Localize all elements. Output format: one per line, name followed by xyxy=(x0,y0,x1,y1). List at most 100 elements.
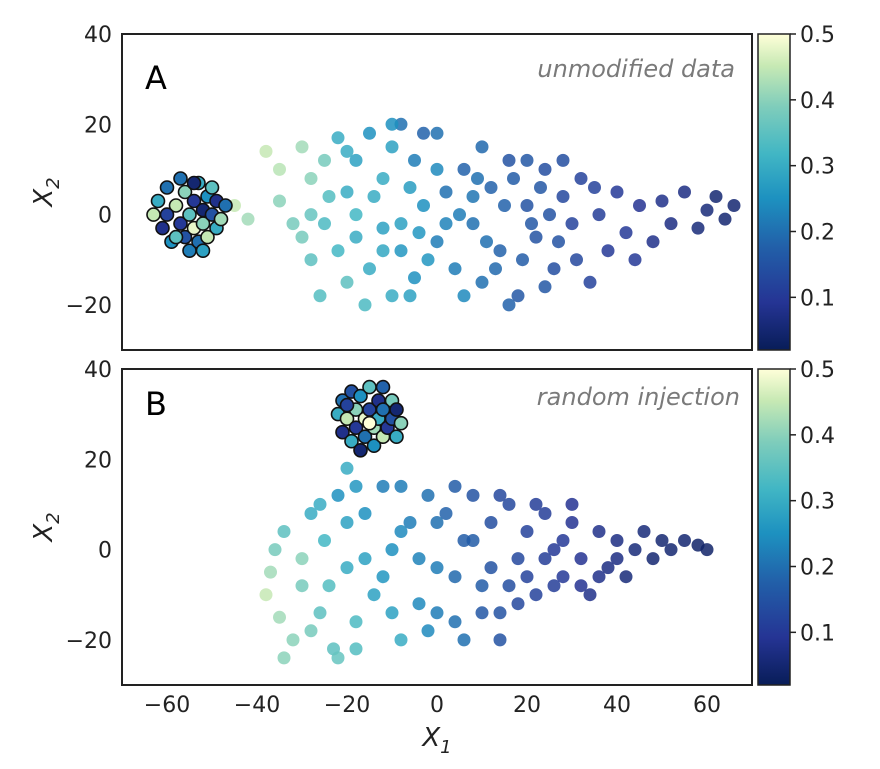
scatter-point xyxy=(646,552,660,566)
panel-a-yticks: −20 0 20 40 xyxy=(66,23,112,319)
colorbar-tick-label: 0.2 xyxy=(800,556,835,581)
scatter-point xyxy=(592,570,606,584)
colorbar-tick-label: 0.5 xyxy=(800,358,835,383)
scatter-point xyxy=(498,199,511,212)
colorbar-tick-label: 0.3 xyxy=(800,490,835,515)
scatter-point xyxy=(628,543,642,557)
scatter-point xyxy=(547,262,561,276)
scatter-point xyxy=(511,289,525,303)
cluster-point xyxy=(339,397,355,413)
scatter-point xyxy=(349,153,363,167)
scatter-point xyxy=(646,235,660,249)
scatter-point xyxy=(592,208,606,222)
cluster-point xyxy=(362,415,377,431)
scatter-point xyxy=(718,212,732,226)
cluster-point xyxy=(173,216,188,231)
scatter-point xyxy=(295,140,309,154)
scatter-point xyxy=(376,479,390,493)
scatter-point xyxy=(376,172,390,185)
cluster-point xyxy=(168,229,184,245)
scatter-point xyxy=(466,488,480,502)
scatter-point xyxy=(313,606,327,620)
scatter-point xyxy=(538,507,552,520)
scatter-point xyxy=(619,226,633,240)
scatter-point xyxy=(475,579,489,593)
scatter-point xyxy=(394,479,408,493)
scatter-point xyxy=(547,543,561,557)
scatter-point xyxy=(304,172,318,185)
scatter-point xyxy=(538,162,552,176)
panel-b-ylabel: X2 xyxy=(29,512,64,543)
cluster-point xyxy=(375,379,391,395)
scatter-point xyxy=(529,497,543,511)
scatter-point xyxy=(565,217,579,231)
scatter-point xyxy=(259,144,273,158)
scatter-point xyxy=(453,208,466,222)
scatter-point xyxy=(417,126,430,140)
scatter-point xyxy=(304,624,318,638)
scatter-point xyxy=(340,185,354,199)
scatter-point xyxy=(412,552,426,566)
scatter-point xyxy=(273,162,286,176)
scatter-point xyxy=(304,253,318,267)
cluster-point xyxy=(168,198,184,213)
panel-a-letter: A xyxy=(145,59,167,97)
scatter-point xyxy=(601,244,615,258)
scatter-point xyxy=(349,615,363,629)
scatter-point xyxy=(529,230,543,244)
scatter-point xyxy=(358,552,372,566)
scatter-point xyxy=(520,525,534,538)
scatter-point xyxy=(457,534,471,547)
colorbar-tick-label: 0.2 xyxy=(800,221,835,246)
scatter-point xyxy=(466,534,480,547)
panel-b-xticks: −60 −40 −20 0 20 40 60 xyxy=(144,693,721,718)
colorbar-tick-label: 0.1 xyxy=(800,621,835,646)
scatter-point xyxy=(475,140,489,154)
scatter-point xyxy=(295,552,309,566)
cluster-point xyxy=(389,402,404,417)
scatter-point xyxy=(700,543,714,557)
scatter-point xyxy=(466,190,480,203)
scatter-point xyxy=(457,633,471,647)
scatter-point xyxy=(430,162,444,176)
cluster-point xyxy=(218,198,233,213)
panel-b-yticks: −20 0 20 40 xyxy=(66,358,112,654)
scatter-point xyxy=(349,642,363,656)
colorbar-b xyxy=(757,368,791,686)
scatter-point xyxy=(619,570,633,584)
cluster-point xyxy=(362,379,377,395)
scatter-point xyxy=(367,190,381,203)
scatter-point xyxy=(340,461,354,475)
scatter-point xyxy=(313,289,327,303)
scatter-point xyxy=(295,579,309,593)
scatter-point xyxy=(610,534,624,547)
cluster-point xyxy=(195,216,211,231)
scatter-point xyxy=(430,606,444,620)
scatter-point xyxy=(304,208,318,222)
scatter-point xyxy=(556,534,570,547)
scatter-point xyxy=(376,221,390,235)
y-tick-label: 40 xyxy=(84,358,112,383)
scatter-point xyxy=(502,579,516,593)
cluster-point xyxy=(200,229,215,245)
panel-a-frame xyxy=(121,33,753,351)
cluster-point xyxy=(335,424,350,440)
scatter-point xyxy=(493,244,507,258)
scatter-point xyxy=(403,516,417,529)
scatter-point xyxy=(489,262,502,276)
scatter-point xyxy=(592,525,606,538)
cluster-point xyxy=(159,207,175,222)
cluster-point xyxy=(357,429,373,445)
scatter-point xyxy=(556,570,570,584)
cluster-point xyxy=(393,415,409,431)
scatter-point xyxy=(331,131,345,145)
scatter-point xyxy=(277,525,291,538)
scatter-point xyxy=(637,525,651,538)
scatter-point xyxy=(394,117,408,131)
scatter-point xyxy=(610,185,624,199)
scatter-point xyxy=(340,275,354,289)
cluster-point xyxy=(150,193,166,209)
scatter-point xyxy=(543,208,556,222)
scatter-point xyxy=(574,172,588,185)
scatter-point xyxy=(421,488,435,502)
